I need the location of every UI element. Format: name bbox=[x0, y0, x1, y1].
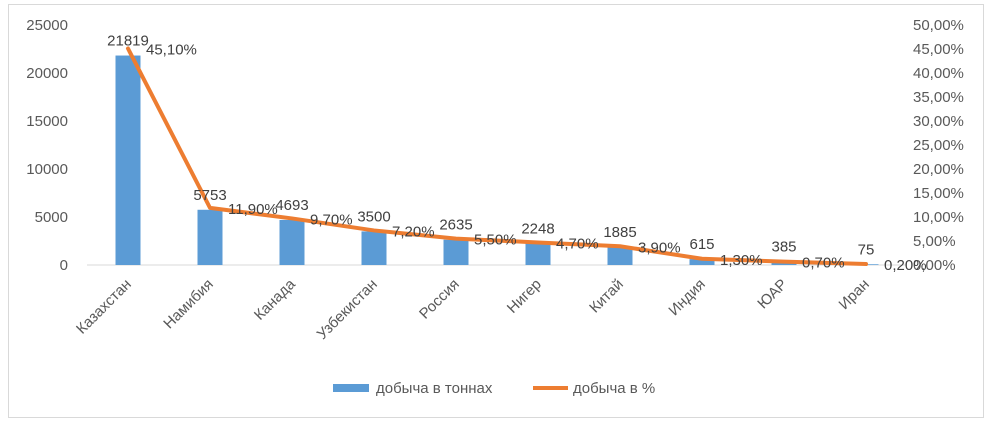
bar bbox=[279, 219, 305, 265]
axes: 0 5000 10000 15000 20000 25000 0,00% 5,00% 10,00… bbox=[26, 17, 964, 343]
bar bbox=[607, 246, 633, 265]
bar bbox=[197, 209, 223, 265]
x-tick-label: Намибия bbox=[160, 276, 217, 333]
bar-data-label: 2635 bbox=[439, 217, 472, 234]
y-right-tick-label: 25,00% bbox=[913, 137, 964, 154]
y-right-tick-label: 0,00% bbox=[913, 257, 956, 274]
line-data-label: 11,90% bbox=[228, 201, 278, 218]
line-path bbox=[126, 46, 868, 267]
y-left-tick-label: 0 bbox=[60, 257, 68, 274]
y-left-tick-label: 15000 bbox=[26, 113, 68, 130]
legend: добыча в тоннах добыча в % bbox=[333, 380, 655, 397]
y-right-tick-label: 50,00% bbox=[913, 17, 964, 34]
line-data-label: 9,70% bbox=[310, 211, 353, 228]
bar-data-label: 21819 bbox=[107, 33, 149, 50]
line-data-label: 5,50% bbox=[474, 232, 517, 249]
y-left-tick-label: 5000 bbox=[35, 209, 68, 226]
bar bbox=[443, 239, 469, 265]
bar bbox=[115, 55, 141, 266]
bar bbox=[525, 243, 551, 265]
legend-label-bars: добыча в тоннах bbox=[376, 380, 493, 397]
y-left-tick-label: 25000 bbox=[26, 17, 68, 34]
line-data-label: 3,90% bbox=[638, 239, 681, 256]
line-data-label: 4,70% bbox=[556, 235, 599, 252]
y-right-tick-label: 15,00% bbox=[913, 185, 964, 202]
y-right-tick-label: 45,00% bbox=[913, 41, 964, 58]
x-tick-label: Индия bbox=[665, 276, 708, 319]
legend-label-line: добыча в % bbox=[573, 380, 655, 397]
y-right-tick-label: 40,00% bbox=[913, 65, 964, 82]
x-tick-label: Казахстан bbox=[73, 276, 135, 338]
x-tick-label: Канада bbox=[251, 275, 299, 323]
line-data-label: 0,20% bbox=[884, 257, 927, 274]
line-data-label: 1,30% bbox=[720, 252, 763, 269]
y-right-tick-label: 10,00% bbox=[913, 209, 964, 226]
line-data-label: 0,70% bbox=[802, 255, 845, 272]
y-left-tick-label: 20000 bbox=[26, 65, 68, 82]
line-data-label: 45,10% bbox=[146, 42, 197, 59]
data-labels: 21819 5753 4693 3500 2635 2248 1885 615 385 75 45,… bbox=[107, 33, 926, 275]
x-tick-label: Китай bbox=[586, 276, 627, 317]
x-tick-label: ЮАР bbox=[754, 276, 791, 313]
y-right-tick-label: 30,00% bbox=[913, 113, 964, 130]
x-tick-label: Узбекистан bbox=[314, 276, 381, 343]
y-right-tick-label: 35,00% bbox=[913, 89, 964, 106]
bar-data-label: 385 bbox=[771, 238, 796, 255]
x-tick-label: Нигер bbox=[504, 276, 545, 317]
bar-data-label: 2248 bbox=[521, 220, 554, 237]
y-right-tick-label: 5,00% bbox=[913, 233, 956, 250]
bar-series bbox=[115, 55, 879, 266]
y-left-tick-label: 10000 bbox=[26, 161, 68, 178]
line-series bbox=[126, 46, 868, 267]
y-right-tick-label: 20,00% bbox=[913, 161, 964, 178]
line-data-label: 7,20% bbox=[392, 223, 435, 240]
x-tick-label: Иран bbox=[836, 276, 873, 313]
x-tick-label: Россия bbox=[416, 276, 463, 323]
bar bbox=[689, 259, 715, 265]
bar-data-label: 615 bbox=[689, 236, 714, 253]
bar-data-label: 4693 bbox=[275, 197, 308, 214]
bar bbox=[361, 231, 387, 265]
bar-data-label: 75 bbox=[858, 241, 875, 258]
bar-data-label: 1885 bbox=[603, 224, 636, 241]
chart-frame bbox=[8, 4, 984, 418]
bar-data-label: 3500 bbox=[357, 208, 390, 225]
legend-swatch-bars bbox=[333, 384, 369, 392]
bar-data-label: 5753 bbox=[193, 187, 226, 204]
